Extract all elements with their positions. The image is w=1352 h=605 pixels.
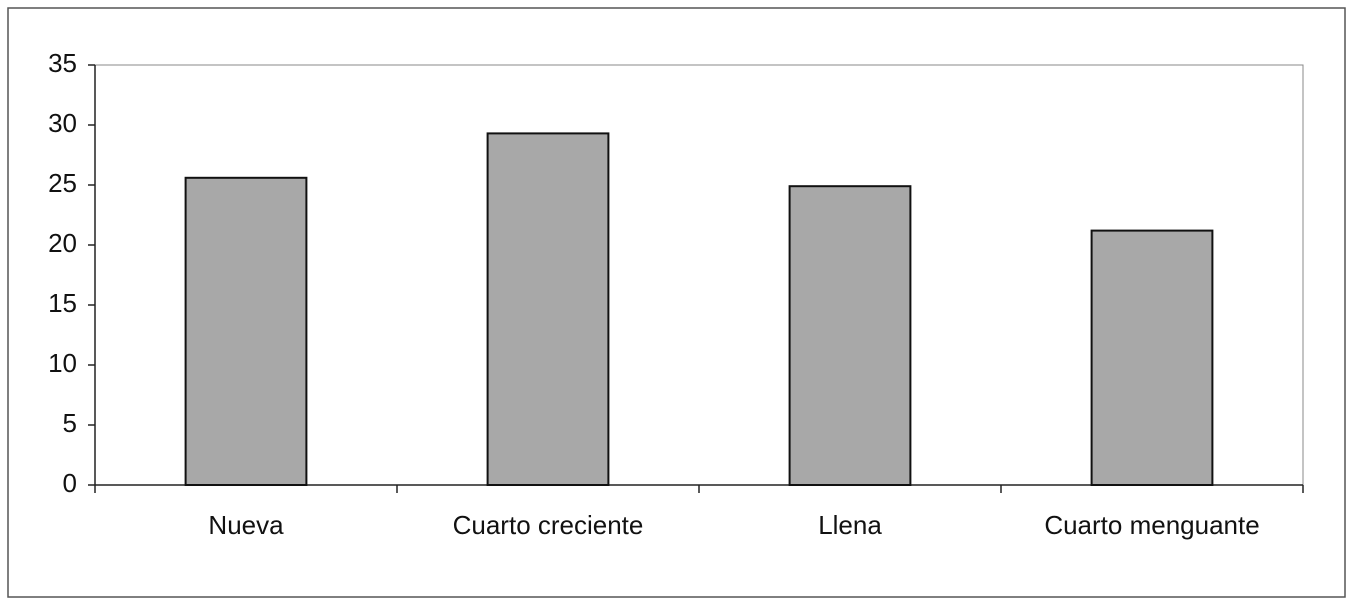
bar — [788, 185, 912, 486]
y-tick-label: 10 — [48, 348, 77, 378]
bar — [1090, 229, 1214, 486]
y-tick-label: 25 — [48, 168, 77, 198]
y-tick-label: 35 — [48, 48, 77, 78]
y-tick-label: 0 — [63, 468, 77, 498]
y-tick-label: 5 — [63, 408, 77, 438]
y-tick-label: 30 — [48, 108, 77, 138]
bar — [184, 176, 308, 487]
x-tick-label: Llena — [818, 510, 882, 540]
bar — [486, 132, 610, 486]
x-tick-label: Cuarto creciente — [453, 510, 644, 540]
x-tick-label: Cuarto menguante — [1044, 510, 1259, 540]
y-tick-label: 20 — [48, 228, 77, 258]
y-tick-label: 15 — [48, 288, 77, 318]
x-tick-label: Nueva — [208, 510, 284, 540]
